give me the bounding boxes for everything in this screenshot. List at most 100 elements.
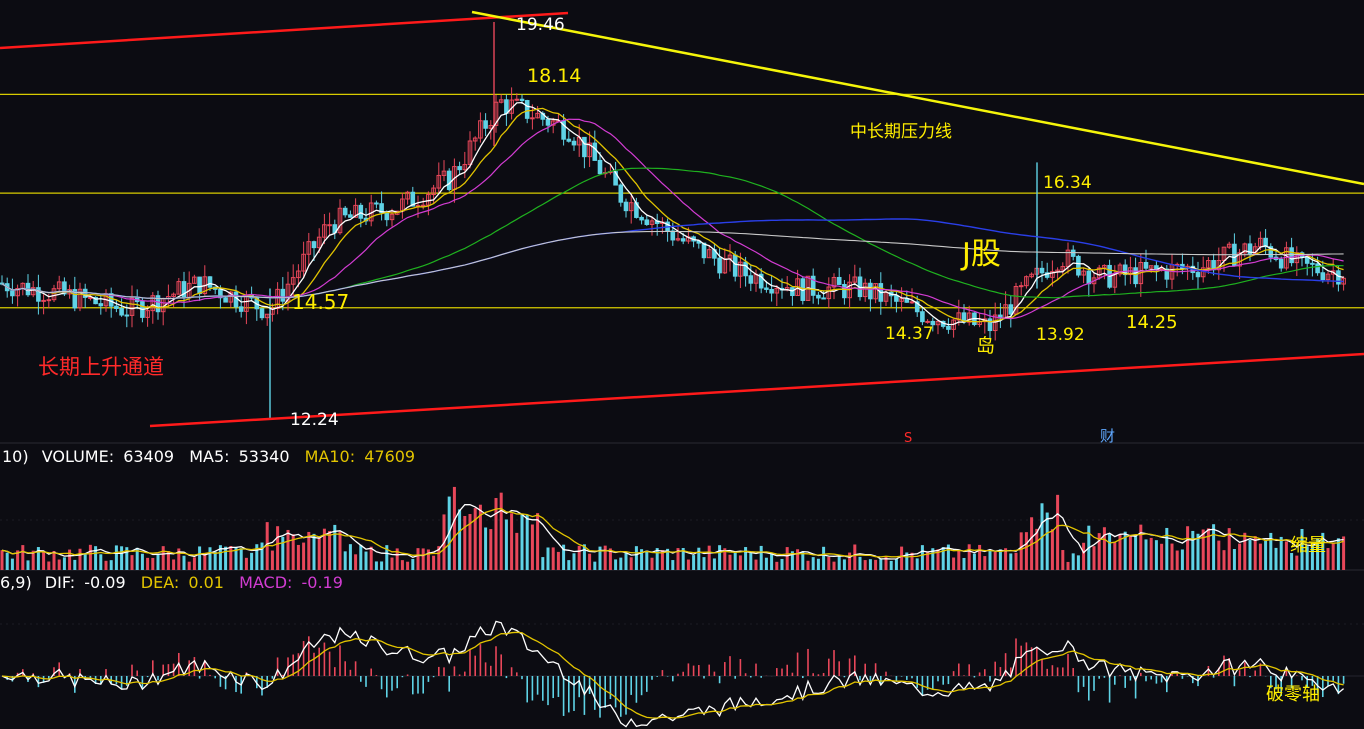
candle-body — [348, 214, 353, 218]
volume-bar — [504, 519, 508, 570]
candle-body — [836, 276, 842, 285]
candle-body — [717, 257, 722, 274]
candle-body — [504, 99, 509, 114]
candle-body — [743, 261, 748, 277]
volume-bar — [140, 553, 144, 570]
horizontal-price-levels — [0, 93, 1364, 309]
volume-bar — [1300, 528, 1304, 570]
volume-bar — [26, 560, 30, 570]
volume-bar — [1113, 542, 1117, 570]
candle-body — [30, 287, 36, 296]
candle-body — [706, 249, 712, 259]
candle-body — [337, 207, 343, 234]
volume-bar — [400, 560, 404, 570]
candle-body — [1081, 270, 1086, 276]
volume-bar — [619, 557, 623, 570]
volume-bar — [556, 551, 560, 570]
candle-body — [649, 220, 655, 225]
volume-bar — [484, 527, 488, 570]
candle-body — [374, 202, 379, 205]
candle-body — [587, 142, 592, 158]
volume-bar — [73, 559, 77, 570]
volume-bar — [458, 509, 462, 570]
candle-body — [431, 187, 436, 196]
volume-bar — [473, 508, 477, 570]
volume-bar — [884, 556, 888, 570]
volume-bar — [499, 492, 503, 570]
volume-bar — [328, 530, 332, 570]
candle-body — [831, 276, 837, 288]
volume-bar — [905, 552, 909, 570]
candle-body — [680, 238, 686, 242]
volume-bar — [1102, 527, 1106, 570]
volume-bar — [125, 547, 129, 570]
macd-header: 6,9) DIF: -0.09 DEA: 0.01 MACD: -0.19 — [0, 573, 343, 592]
volume-bar — [1014, 552, 1018, 570]
candle-body — [56, 281, 62, 290]
marker-s: S — [904, 431, 912, 446]
volume-bar — [848, 552, 852, 570]
volume-bar — [822, 546, 826, 570]
volume-bar — [515, 532, 519, 570]
volume-bar — [120, 546, 124, 570]
volume-bar — [759, 545, 763, 570]
candle-body — [446, 170, 452, 191]
volume-bar — [1066, 561, 1070, 570]
j-stock-annotation: J股 — [960, 237, 1001, 272]
volume-bar — [1274, 547, 1278, 570]
volume-bar — [312, 533, 316, 570]
volume-bar — [894, 558, 898, 570]
candle-body — [644, 219, 650, 225]
volume-bar — [686, 559, 690, 570]
volume-bar — [354, 554, 358, 570]
candle-body — [238, 306, 244, 312]
candle-body — [192, 276, 197, 284]
volume-bar — [302, 542, 306, 570]
candle-body — [93, 296, 98, 305]
volume-bar — [541, 557, 545, 570]
volume-bar — [1050, 529, 1054, 570]
candle-body — [353, 204, 358, 218]
volume-bar — [697, 547, 701, 570]
volume-bar — [172, 559, 176, 570]
candle-body — [150, 295, 156, 312]
candle-body — [301, 253, 306, 272]
upper-channel-line — [0, 11, 569, 50]
moving-average-lines — [1, 101, 1344, 326]
candle-body — [899, 298, 904, 302]
volume-bar — [827, 556, 831, 570]
volume-bar — [406, 561, 410, 570]
volume-bar — [36, 547, 40, 570]
candle-body — [670, 230, 676, 241]
volume-bar — [1024, 532, 1028, 570]
volume-bar — [1227, 528, 1231, 570]
volume-bar — [941, 547, 945, 570]
volume-bar — [281, 536, 285, 570]
volume-bar — [1149, 537, 1153, 570]
volume-bar — [1128, 536, 1132, 570]
volume-bar — [712, 558, 716, 570]
volume-bar — [468, 514, 472, 570]
volume-bar — [270, 550, 274, 570]
volume-bar — [166, 551, 170, 570]
volume-bar — [666, 548, 670, 570]
volume-bar — [889, 560, 893, 570]
volume-bar — [1160, 543, 1164, 570]
candle-body — [821, 297, 826, 300]
volume-bar — [510, 513, 514, 570]
volume-bar — [1082, 542, 1086, 570]
volume-bar — [255, 544, 259, 570]
candle-body — [462, 164, 468, 171]
resistance-line — [471, 10, 1364, 186]
candle-body — [327, 224, 332, 227]
candle-body — [873, 283, 878, 300]
candle-body — [764, 287, 769, 290]
volume-bar — [1264, 540, 1268, 570]
candle-body — [72, 289, 78, 309]
volume-bar — [1321, 532, 1325, 570]
volume-bar — [967, 544, 971, 570]
volume-bar — [57, 559, 61, 570]
candle-body — [675, 238, 681, 241]
volume-bar — [1144, 539, 1148, 570]
volume-bar — [452, 486, 456, 570]
